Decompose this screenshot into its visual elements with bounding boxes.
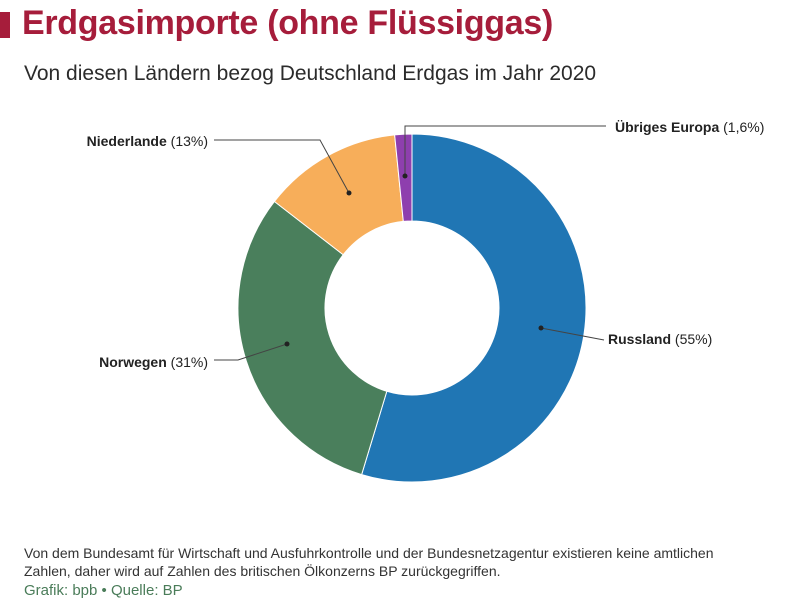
leader-dot-uebriges-europa <box>402 173 408 179</box>
leader-dot-russland <box>538 325 544 331</box>
slice-russland <box>361 133 587 483</box>
leader-dot-niederlande <box>346 190 352 196</box>
slice-label-value: (13%) <box>167 133 208 149</box>
slice-label-value: (31%) <box>167 354 208 370</box>
leader-line-niederlande <box>214 139 350 194</box>
slice-label-name: Niederlande <box>87 133 167 149</box>
accent-bar <box>0 12 10 38</box>
slice-label-uebriges-europa: Übriges Europa (1,6%) <box>615 119 764 135</box>
slice-label-name: Russland <box>608 331 671 347</box>
leader-line-norwegen <box>214 343 288 361</box>
chart-subtitle: Von diesen Ländern bezog Deutschland Erd… <box>24 62 597 85</box>
slice-norwegen <box>237 200 388 476</box>
slice-label-value: (1,6%) <box>719 119 764 135</box>
chart-note: Von dem Bundesamt für Wirtschaft und Aus… <box>24 545 714 579</box>
slice-label-name: Übriges Europa <box>615 119 719 135</box>
slice-label-name: Norwegen <box>99 354 167 370</box>
slice-label-value: (55%) <box>671 331 712 347</box>
chart-source: Grafik: bpb • Quelle: BP <box>24 582 183 599</box>
leader-line-uebriges-europa <box>404 125 606 176</box>
chart-title: Erdgasimporte (ohne Flüssiggas) <box>22 4 553 42</box>
slice-label-norwegen: Norwegen (31%) <box>99 354 208 370</box>
leader-line-russland <box>540 327 605 341</box>
slice-label-niederlande: Niederlande (13%) <box>87 133 208 149</box>
leader-dot-norwegen <box>284 341 290 347</box>
slice-label-russland: Russland (55%) <box>608 331 712 347</box>
